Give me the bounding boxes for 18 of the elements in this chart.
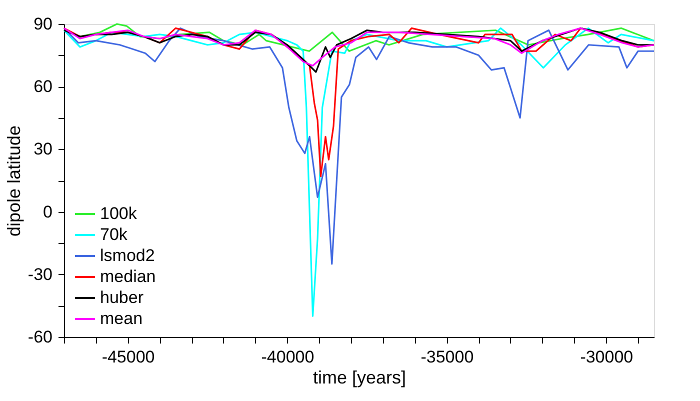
legend-label: mean: [100, 309, 143, 328]
legend-label: 70k: [100, 225, 128, 244]
y-tick-label: -30: [28, 264, 52, 284]
legend-label: lsmod2: [100, 246, 155, 265]
y-tick-label: 60: [34, 77, 52, 96]
y-tick-label: 30: [34, 140, 52, 159]
y-tick-label: 0: [43, 202, 52, 222]
x-axis-title: time [years]: [312, 368, 406, 388]
y-tick-label: -60: [28, 328, 52, 346]
legend-label: 100k: [100, 204, 138, 223]
legend-label: huber: [100, 288, 144, 307]
y-tick-label: 90: [34, 14, 52, 34]
legend-label: median: [100, 267, 156, 286]
x-tick-label: -35000: [420, 348, 474, 366]
x-tick-label: -45000: [102, 348, 155, 366]
y-axis-title: dipole latitude: [4, 125, 24, 237]
x-tick-label: -40000: [261, 348, 314, 366]
x-tick-label: -30000: [580, 348, 634, 366]
